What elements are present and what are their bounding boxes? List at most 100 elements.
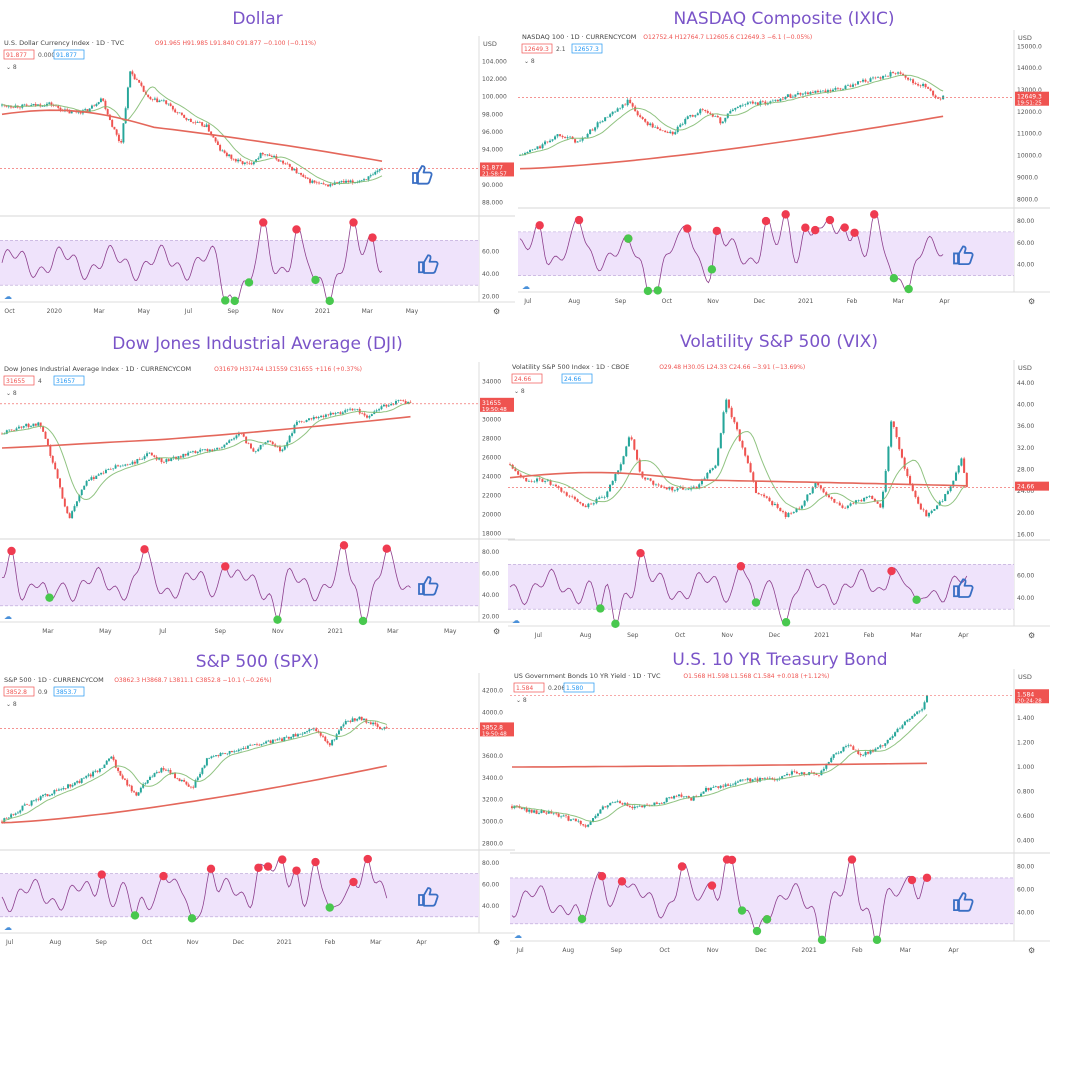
chart-10yr[interactable]: US Government Bonds 10 YR Yield · 1D · T… [510,669,1050,957]
candle-body [248,162,251,164]
candle-body [644,477,647,480]
oversold-marker [872,935,882,945]
panel-nasdaq: NASDAQ Composite (IXIC) NASDAQ 100 · 1D … [518,0,1050,318]
candle-body [30,800,33,806]
candle-body [156,98,159,103]
chart-dji[interactable]: Dow Jones Industrial Average Index · 1D … [0,362,515,638]
candle-body [162,462,165,463]
candle-body [603,497,606,498]
last-price-tag [480,397,514,412]
candle-body [565,492,568,496]
chart-vix[interactable]: Volatility S&P 500 Index · 1D · CBOE O29.… [508,360,1050,642]
candle-body [97,474,100,476]
candle-body [185,117,188,120]
candle-body [85,480,88,486]
candle-body [221,753,224,754]
overbought-marker [206,864,216,874]
overbought-marker [292,866,301,875]
candle-body [821,90,824,92]
time-axis-label: Feb [864,632,875,639]
candle-body [335,734,338,740]
candle-body [654,484,657,486]
candle-body [833,498,836,503]
candle-body [217,755,220,757]
candle-body [660,803,663,804]
overbought-marker [349,877,358,887]
candle-body [761,101,764,102]
candle-body [689,115,692,117]
last-price-time: 21:58:57 [482,171,507,177]
time-axis-label: Sep [215,628,227,635]
candle-body [864,752,867,756]
currency-label: USD [483,40,497,48]
candle-body [946,491,949,495]
candle-body [309,178,312,183]
candle-body [874,77,877,79]
candle-body [842,746,845,752]
time-axis-label: Mar [900,947,912,954]
chart-spx[interactable]: S&P 500 · 1D · CURRENCYCOM O3862.3 H3868.… [0,673,515,949]
candle-body [257,158,260,160]
candle-body [51,455,54,463]
rsi-tick-label: 60.00 [482,249,499,256]
time-axis-label: Nov [707,298,719,305]
candle-body [544,480,547,482]
candle-body [363,413,366,416]
candle-body [869,749,872,754]
candle-body [26,804,29,805]
candle-body [57,105,60,108]
rsi-band [508,564,1014,610]
candle-body [342,181,345,183]
candle-body [293,169,296,171]
candle-body [139,787,142,793]
candle-body [34,104,37,106]
candle-body [868,495,871,497]
candle-body [234,159,237,162]
candle-body [160,768,163,773]
candle-body [739,105,742,108]
time-axis-label: Dec [755,947,767,954]
candle-body [714,465,717,469]
overbought-marker [535,221,544,230]
candle-body [256,744,258,745]
candle-body [216,447,219,450]
candle-body [286,442,289,447]
candle-body [894,732,897,737]
candle-body [896,728,899,733]
time-axis-label: Sep [95,939,107,946]
rsi-tick-label: 60.00 [482,881,499,888]
candle-body [873,498,876,502]
candle-body [356,408,359,410]
candle-body [61,487,64,499]
candle-body [536,478,539,482]
chart-nasdaq[interactable]: NASDAQ 100 · 1D · CURRENCYCOM O12752.4 H1… [518,30,1050,308]
candle-body [795,771,798,774]
candle-body [201,122,204,126]
candle-body [725,399,728,413]
candle-body [106,109,109,115]
candle-body [704,787,708,792]
candle-body [629,99,632,104]
candle-body [252,162,255,165]
cloud-icon: ☁ [4,292,12,301]
candle-body [41,106,44,107]
candle-body [877,77,880,78]
candle-body [517,471,520,475]
candle-body [281,738,283,742]
currency-label: USD [1018,673,1032,681]
candle-body [771,100,774,102]
candle-body [324,736,327,742]
candle-body [727,399,730,408]
candle-body [277,159,280,162]
candle-body [240,749,243,750]
bid-box [521,43,553,54]
chart-svg: US Government Bonds 10 YR Yield · 1D · T… [510,669,1050,955]
candle-body [214,137,217,142]
candle-body [87,774,90,776]
candle-body [795,508,798,513]
panel-title: Dollar [232,9,283,29]
candle-body [652,480,655,485]
candle-body [349,408,352,410]
candle-body [933,508,936,511]
chart-dollar[interactable]: U.S. Dollar Currency Index · 1D · TVC O91… [0,36,515,318]
